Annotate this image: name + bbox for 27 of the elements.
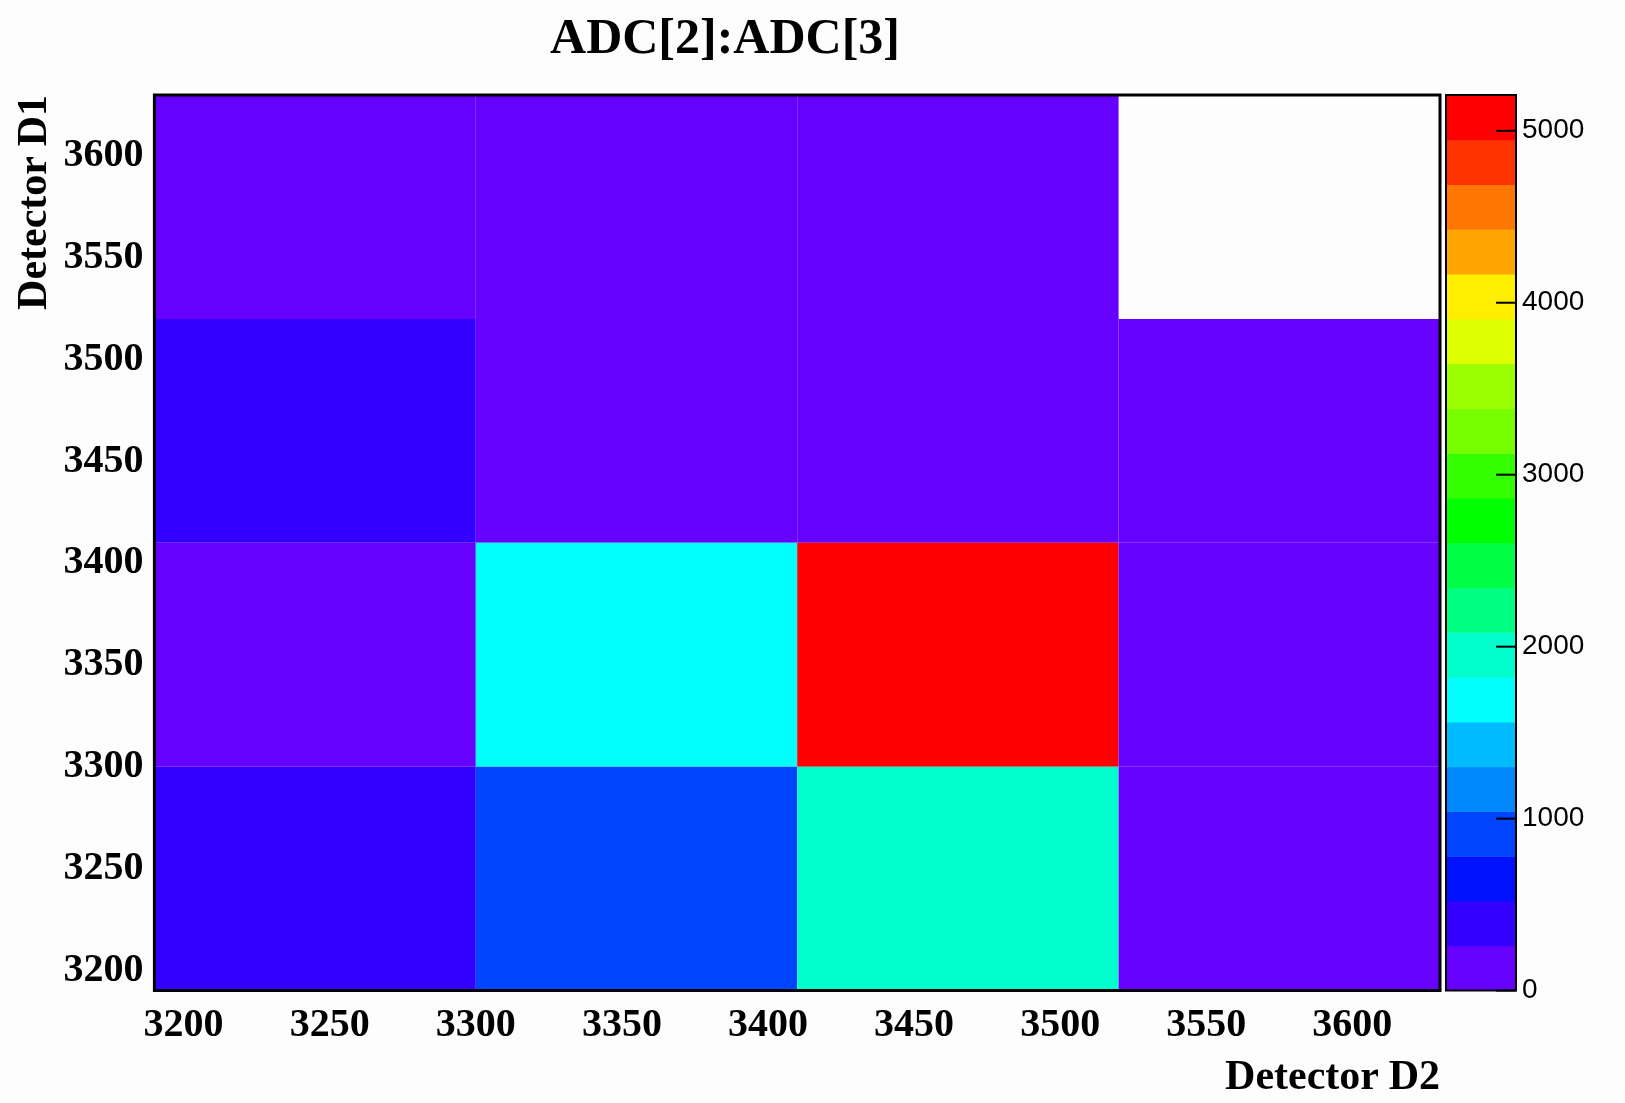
- y-axis-title: Detector D1: [9, 95, 56, 310]
- x-tick-label: 3500: [1020, 999, 1101, 1045]
- x-tick-label: 3600: [1312, 999, 1393, 1045]
- x-tick-label: 3200: [143, 999, 224, 1045]
- y-tick-label: 3500: [63, 333, 144, 379]
- x-tick-label: 3300: [435, 999, 516, 1045]
- y-tick-label: 3250: [63, 842, 144, 888]
- chart-title: ADC[2]:ADC[3]: [550, 7, 900, 64]
- y-tick-label: 3300: [63, 741, 144, 787]
- color-bar-label: 0: [1522, 973, 1538, 1005]
- y-tick-label: 3350: [63, 639, 144, 685]
- y-tick-label: 3450: [63, 435, 144, 481]
- x-tick-label: 3250: [289, 999, 370, 1045]
- x-tick-label: 3450: [874, 999, 955, 1045]
- x-tick-label: 3550: [1166, 999, 1247, 1045]
- color-bar-label: 5000: [1522, 113, 1585, 145]
- color-bar-label: 2000: [1522, 629, 1585, 661]
- color-bar-label: 1000: [1522, 801, 1585, 833]
- y-tick-label: 3400: [63, 537, 144, 583]
- x-axis-title: Detector D2: [1225, 1051, 1440, 1098]
- x-tick-label: 3350: [581, 999, 662, 1045]
- y-tick-label: 3200: [63, 944, 144, 990]
- y-tick-label: 3600: [63, 130, 144, 176]
- y-tick-label: 3550: [63, 232, 144, 278]
- color-bar-label: 4000: [1522, 285, 1585, 317]
- x-tick-label: 3400: [727, 999, 808, 1045]
- color-bar-label: 3000: [1522, 457, 1585, 489]
